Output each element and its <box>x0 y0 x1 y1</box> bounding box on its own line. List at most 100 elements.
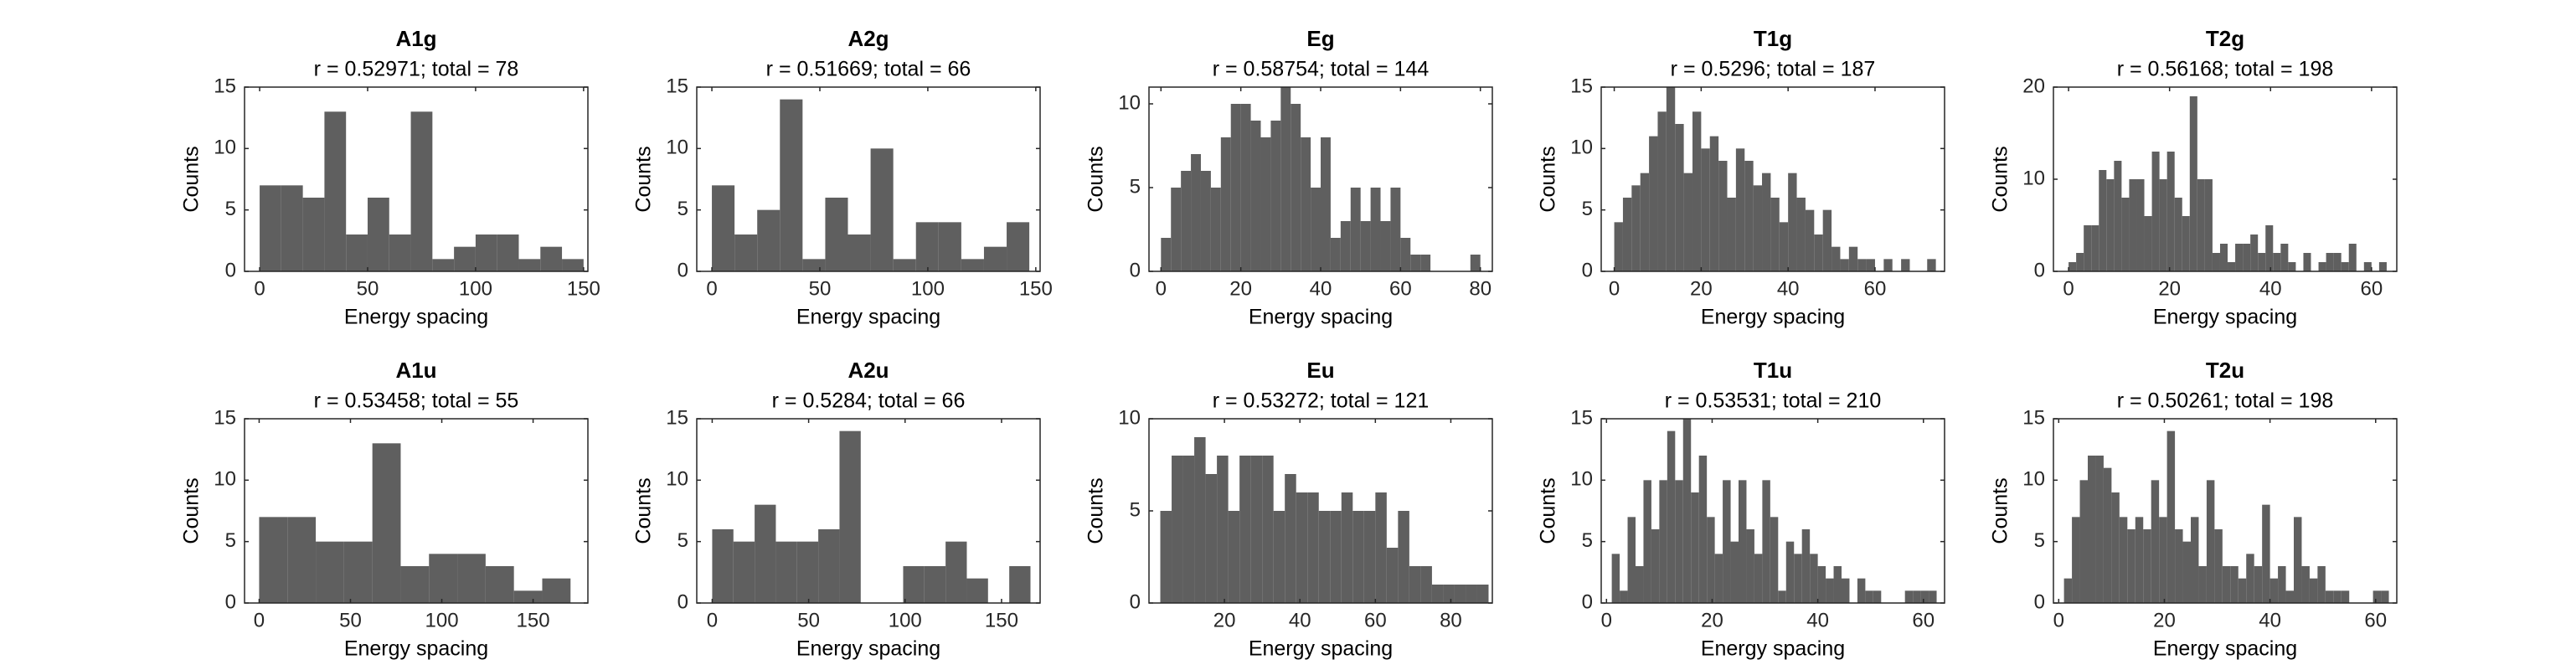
bar <box>945 541 967 603</box>
bar <box>2341 590 2350 603</box>
bar <box>1386 548 1399 603</box>
bar <box>1228 511 1240 603</box>
bar <box>400 566 430 603</box>
bar <box>2069 262 2077 271</box>
bar <box>1217 456 1229 603</box>
bar <box>1785 541 1795 603</box>
bar <box>324 111 347 271</box>
bar <box>938 222 961 271</box>
bar <box>733 541 755 603</box>
axes-frame <box>696 418 1041 604</box>
bar <box>2143 529 2151 603</box>
bar <box>1651 529 1660 603</box>
bar <box>1301 137 1311 271</box>
chart-subtitle: r = 0.58754; total = 144 <box>1213 58 1430 81</box>
bar <box>454 246 476 271</box>
bar <box>1701 148 1710 271</box>
bar <box>1363 511 1376 603</box>
y-tick-label: 0 <box>2034 259 2045 281</box>
bar <box>1848 246 1858 271</box>
axes-frame <box>1600 86 1945 272</box>
bar <box>1675 124 1684 271</box>
y-axis-label: Counts <box>1084 146 1108 212</box>
y-tick-label: 15 <box>214 75 236 97</box>
bar <box>2309 578 2318 603</box>
y-axis-label: Counts <box>1989 477 2012 544</box>
bar <box>775 541 797 603</box>
x-tick-label: 0 <box>2063 277 2074 300</box>
bar <box>429 554 458 603</box>
chart-title: Eu <box>1306 358 1334 383</box>
chart-title: T2u <box>2206 358 2244 383</box>
bar <box>1431 585 1444 603</box>
bar <box>924 566 946 603</box>
y-axis-label: Counts <box>1537 477 1560 544</box>
bar <box>2235 244 2244 271</box>
bar <box>1832 246 1841 271</box>
bar <box>2111 492 2120 603</box>
bar <box>802 259 826 271</box>
x-axis-label: Energy spacing <box>796 637 940 661</box>
bar <box>1927 259 1936 271</box>
x-tick-label: 0 <box>1156 277 1167 300</box>
bar <box>2198 566 2207 603</box>
bar <box>1753 185 1763 271</box>
bar <box>1667 430 1676 603</box>
bar <box>1643 480 1651 603</box>
bar <box>2228 262 2236 271</box>
bar <box>1181 171 1192 271</box>
bar <box>1280 87 1291 271</box>
bar <box>1735 148 1745 271</box>
bar <box>281 185 303 271</box>
x-axis-label: Energy spacing <box>1249 306 1393 329</box>
bar <box>1311 188 1321 271</box>
bar <box>2348 244 2357 271</box>
bar <box>1904 590 1914 603</box>
bar <box>1321 137 1331 271</box>
y-tick-label: 10 <box>214 468 236 491</box>
axes-frame <box>2053 418 2398 604</box>
bar <box>2212 253 2220 271</box>
x-tick-label: 80 <box>1469 277 1492 300</box>
bar <box>1285 474 1296 603</box>
bar <box>818 529 840 603</box>
bar <box>1398 511 1409 603</box>
y-axis-label: Counts <box>180 146 204 212</box>
bar <box>1182 456 1195 603</box>
bar <box>1822 209 1832 271</box>
bar <box>2341 262 2349 271</box>
y-tick-label: 15 <box>1570 75 1593 97</box>
y-tick-label: 10 <box>214 137 236 159</box>
x-tick-label: 60 <box>1864 277 1887 300</box>
y-tick-label: 10 <box>2022 167 2045 189</box>
x-tick-label: 0 <box>254 609 265 631</box>
bar <box>1636 566 1644 603</box>
x-tick-label: 0 <box>706 277 717 300</box>
bar <box>2243 244 2251 271</box>
bar <box>1666 87 1676 271</box>
x-tick-label: 50 <box>809 277 832 300</box>
bar <box>2262 504 2270 603</box>
bar <box>2246 554 2254 603</box>
x-tick-label: 40 <box>2259 609 2281 631</box>
bar <box>1746 529 1754 603</box>
bar <box>1420 566 1432 603</box>
bar <box>259 517 288 603</box>
bar <box>1801 529 1811 603</box>
y-axis-label: Counts <box>1537 146 1560 212</box>
bar <box>2280 244 2289 271</box>
bar <box>1296 492 1308 603</box>
bar <box>1380 221 1391 271</box>
x-tick-label: 0 <box>707 609 718 631</box>
y-tick-label: 15 <box>2022 406 2045 429</box>
bar <box>497 234 519 271</box>
bar <box>1707 517 1715 603</box>
x-tick-label: 150 <box>567 277 600 300</box>
y-tick-label: 0 <box>1582 590 1593 613</box>
x-axis-label: Energy spacing <box>344 306 488 329</box>
bar <box>1291 104 1301 271</box>
bar <box>1817 566 1826 603</box>
bar <box>1240 104 1251 271</box>
bar <box>2103 467 2112 603</box>
